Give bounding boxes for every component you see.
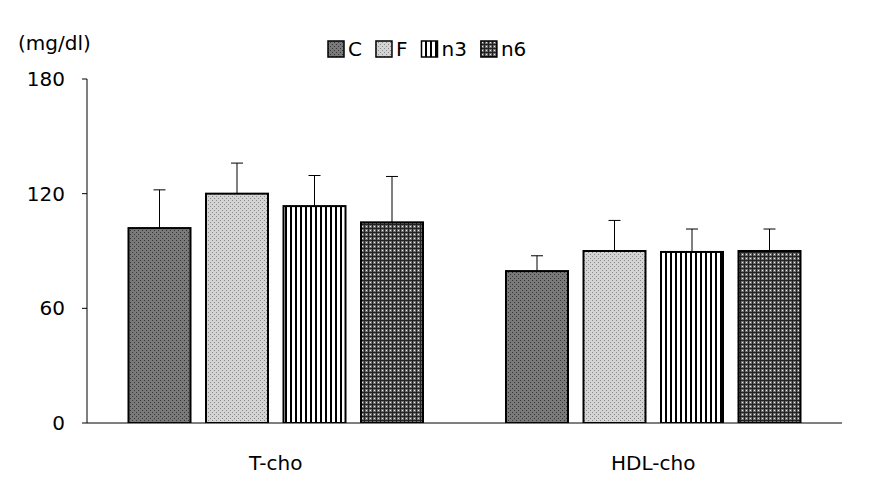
y-tick-label: 0 bbox=[52, 411, 65, 435]
x-tick-label: HDL-cho bbox=[611, 451, 695, 475]
legend-label: F bbox=[396, 37, 408, 61]
legend-label: n6 bbox=[501, 37, 526, 61]
legend: C Fn3 n6 bbox=[328, 37, 526, 61]
legend-label: C bbox=[348, 37, 362, 61]
error-cap bbox=[309, 175, 321, 176]
x-tick-label: T-cho bbox=[248, 451, 303, 475]
error-bar bbox=[531, 256, 543, 271]
y-tick bbox=[82, 79, 87, 80]
y-tick bbox=[82, 308, 87, 309]
error-bar bbox=[154, 190, 166, 228]
legend-swatch bbox=[481, 41, 497, 57]
error-line bbox=[159, 190, 160, 228]
error-bar bbox=[764, 229, 776, 251]
bar bbox=[739, 251, 801, 423]
bar bbox=[506, 271, 568, 423]
bar bbox=[361, 222, 423, 423]
chart: (mg/dl) 0 60 120 180 T-cho HDL-cho C Fn3 n6 bbox=[0, 0, 892, 485]
bar bbox=[206, 194, 268, 423]
error-cap bbox=[386, 176, 398, 177]
error-cap bbox=[609, 220, 621, 221]
y-tick bbox=[82, 193, 87, 194]
error-cap bbox=[154, 189, 166, 190]
plot-area bbox=[129, 163, 801, 423]
error-line bbox=[314, 176, 315, 207]
error-line bbox=[392, 176, 393, 222]
error-line bbox=[769, 229, 770, 251]
y-tick-label: 60 bbox=[40, 296, 65, 320]
bar bbox=[129, 228, 191, 423]
error-line bbox=[537, 256, 538, 271]
error-cap bbox=[531, 255, 543, 256]
error-cap bbox=[764, 229, 776, 230]
legend-swatch bbox=[376, 41, 392, 57]
y-tick-label: 120 bbox=[27, 182, 65, 206]
x-axis bbox=[87, 423, 842, 424]
legend-swatch bbox=[421, 41, 437, 57]
y-tick-label: 180 bbox=[27, 67, 65, 91]
bar bbox=[661, 252, 723, 423]
error-bar bbox=[686, 229, 698, 252]
error-cap bbox=[231, 163, 243, 164]
y-tick bbox=[82, 423, 87, 424]
error-line bbox=[692, 229, 693, 252]
error-bar bbox=[231, 163, 243, 194]
y-axis-label: (mg/dl) bbox=[18, 31, 91, 55]
y-axis bbox=[87, 79, 88, 423]
error-bar bbox=[609, 220, 621, 251]
legend-label: n3 bbox=[441, 37, 466, 61]
bar bbox=[584, 251, 646, 423]
error-line bbox=[614, 220, 615, 251]
legend-swatch bbox=[328, 41, 344, 57]
error-line bbox=[237, 163, 238, 194]
bar bbox=[284, 206, 346, 423]
error-bar bbox=[386, 176, 398, 222]
error-cap bbox=[686, 229, 698, 230]
error-bar bbox=[309, 176, 321, 207]
